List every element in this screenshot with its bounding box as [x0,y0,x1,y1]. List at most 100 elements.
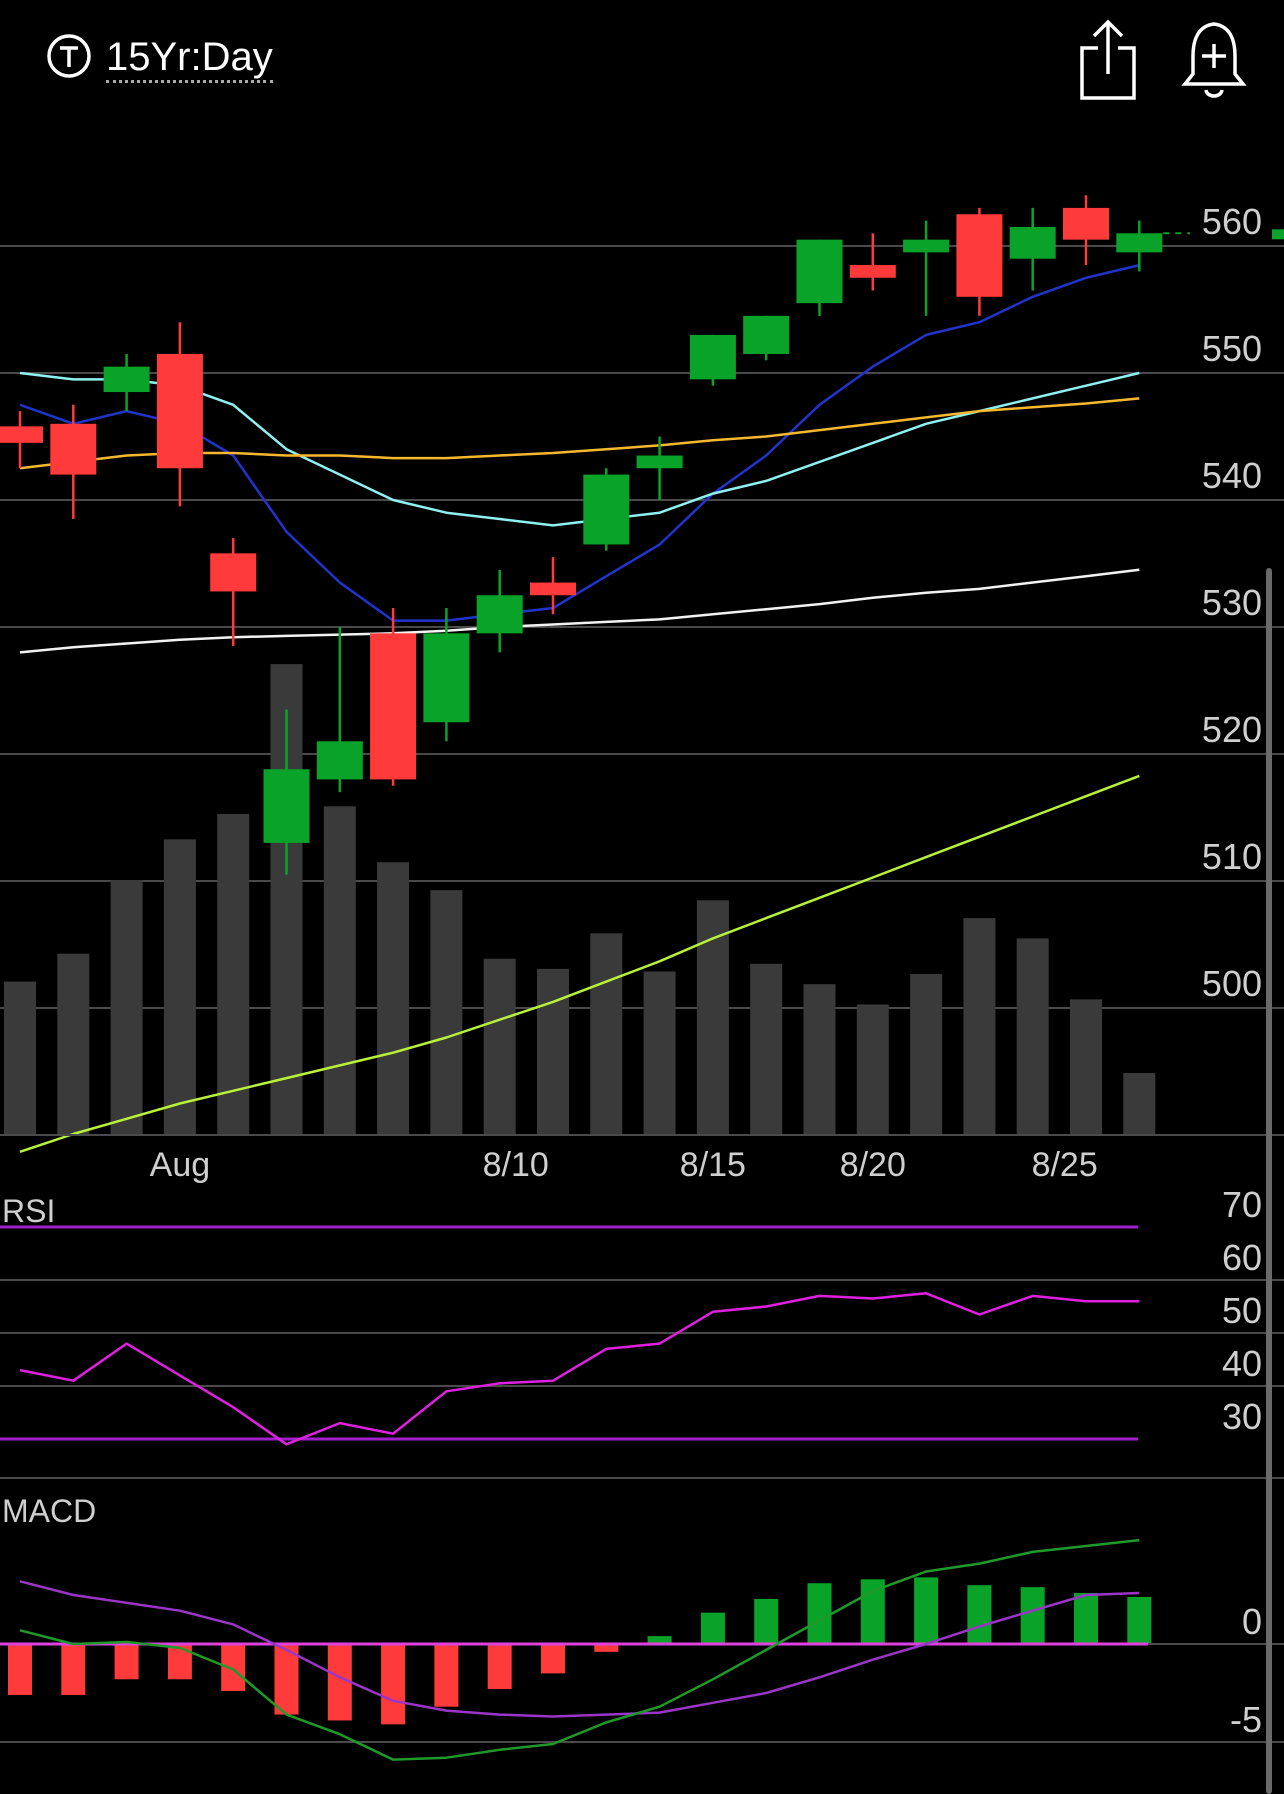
date-tick-label: 8/15 [680,1146,746,1184]
price-tick-label: 560 [1202,201,1262,242]
candle-body [156,353,203,469]
candle-body [50,423,97,475]
volume-bar [856,1004,889,1134]
macd-histogram-bar [967,1585,992,1644]
volume-bar [4,981,36,1134]
volume-bar [377,862,410,1134]
last-price-marker [1272,229,1284,240]
candle-body [530,582,576,596]
rsi-title: RSI [2,1193,55,1229]
macd-histogram-bar [274,1644,299,1715]
candle-body [423,633,470,723]
macd-histogram-bar [221,1644,246,1692]
macd-histogram-bar [327,1644,352,1721]
candle-body [743,315,790,354]
price-tick-label: 510 [1202,836,1262,877]
macd-histogram-bar [541,1644,565,1674]
candle-body [849,265,896,278]
bell-plus-icon [1180,22,1248,106]
price-tick-label: 530 [1202,582,1262,623]
macd-histogram-bar [914,1577,939,1644]
date-tick-label: 8/10 [483,1146,549,1184]
macd-signal-line [19,1580,1140,1718]
macd-histogram-bar [8,1644,32,1695]
macd-tick-label: 0 [1242,1601,1262,1642]
rsi-tick-label: 60 [1222,1237,1262,1278]
date-tick-label: Aug [150,1146,211,1184]
candle-body [476,595,523,634]
volume-bar [163,839,196,1134]
rsi-line [19,1292,1140,1446]
rsi-tick-label: 40 [1222,1343,1262,1384]
candle-body [210,553,257,592]
macd-histogram-bar [1020,1587,1045,1644]
volume-bar [323,806,356,1134]
rsi-tick-label: 50 [1222,1290,1262,1331]
macd-histogram-bar [807,1583,832,1644]
vertical-scrollbar [1266,568,1272,1794]
price-tick-label: 540 [1202,455,1262,496]
rsi-tick-label: 70 [1222,1184,1262,1225]
moving-average-line [19,263,1140,622]
macd-histogram-bar [167,1644,192,1680]
volume-bar [430,890,463,1134]
price-tick-label: 550 [1202,328,1262,369]
candle-body [903,239,950,253]
share-icon [1076,19,1140,106]
timeframe-selector[interactable]: 15Yr:Day [46,32,273,84]
macd-histogram-bar [594,1644,619,1652]
date-tick-label: 8/25 [1032,1146,1098,1184]
macd-histogram-bar [381,1644,406,1725]
candle-body [263,769,310,843]
volume-bar [1123,1073,1156,1134]
rsi-tick-label: 30 [1222,1396,1262,1437]
volume-bar [963,918,996,1134]
volume-bar [110,880,143,1134]
volume-bar [1016,938,1049,1134]
macd-tick-label: -5 [1230,1699,1262,1740]
volume-average-line [19,774,1140,1153]
volume-bar [537,968,569,1134]
volume-bar [910,973,943,1134]
price-alert-button[interactable] [1180,18,1247,102]
volume-bar [643,971,676,1134]
share-button[interactable] [1076,18,1140,102]
candle-body [370,633,417,780]
macd-histogram-bar [754,1598,779,1644]
macd-histogram-bar [61,1644,86,1695]
macd-histogram-bar [114,1644,139,1680]
volume-bar [803,984,836,1134]
chart-header: 15Yr:Day [0,0,1284,120]
candle-body [689,334,736,380]
moving-average-line [19,397,1140,470]
macd-histogram-bar [1127,1596,1152,1644]
volume-bar [483,958,516,1134]
macd-histogram-bar [700,1612,725,1644]
candle-body [103,366,150,393]
candle-body [636,455,683,469]
volume-bar [217,813,250,1134]
macd-line [19,1538,1140,1761]
price-tick-label: 500 [1202,963,1262,1004]
macd-histogram-bar [487,1644,512,1690]
moving-average-line [19,371,1140,527]
volume-bar [750,963,783,1134]
candle-body [1009,226,1056,259]
candle-body [956,214,1003,297]
candle-body [583,474,630,545]
t-circle-icon [46,33,92,84]
macd-title: MACD [2,1493,96,1529]
candle-body [0,426,43,443]
volume-bar [1070,999,1102,1134]
volume-bar [590,933,623,1134]
candle-body [316,741,363,780]
volume-bar [57,953,90,1134]
macd-histogram-bar [647,1636,672,1644]
candle-body [796,239,843,304]
macd-histogram-bar [1074,1593,1098,1644]
candle-body [1063,207,1109,240]
price-tick-label: 520 [1202,709,1262,750]
candle-body [1116,233,1163,253]
macd-histogram-bar [434,1644,459,1707]
